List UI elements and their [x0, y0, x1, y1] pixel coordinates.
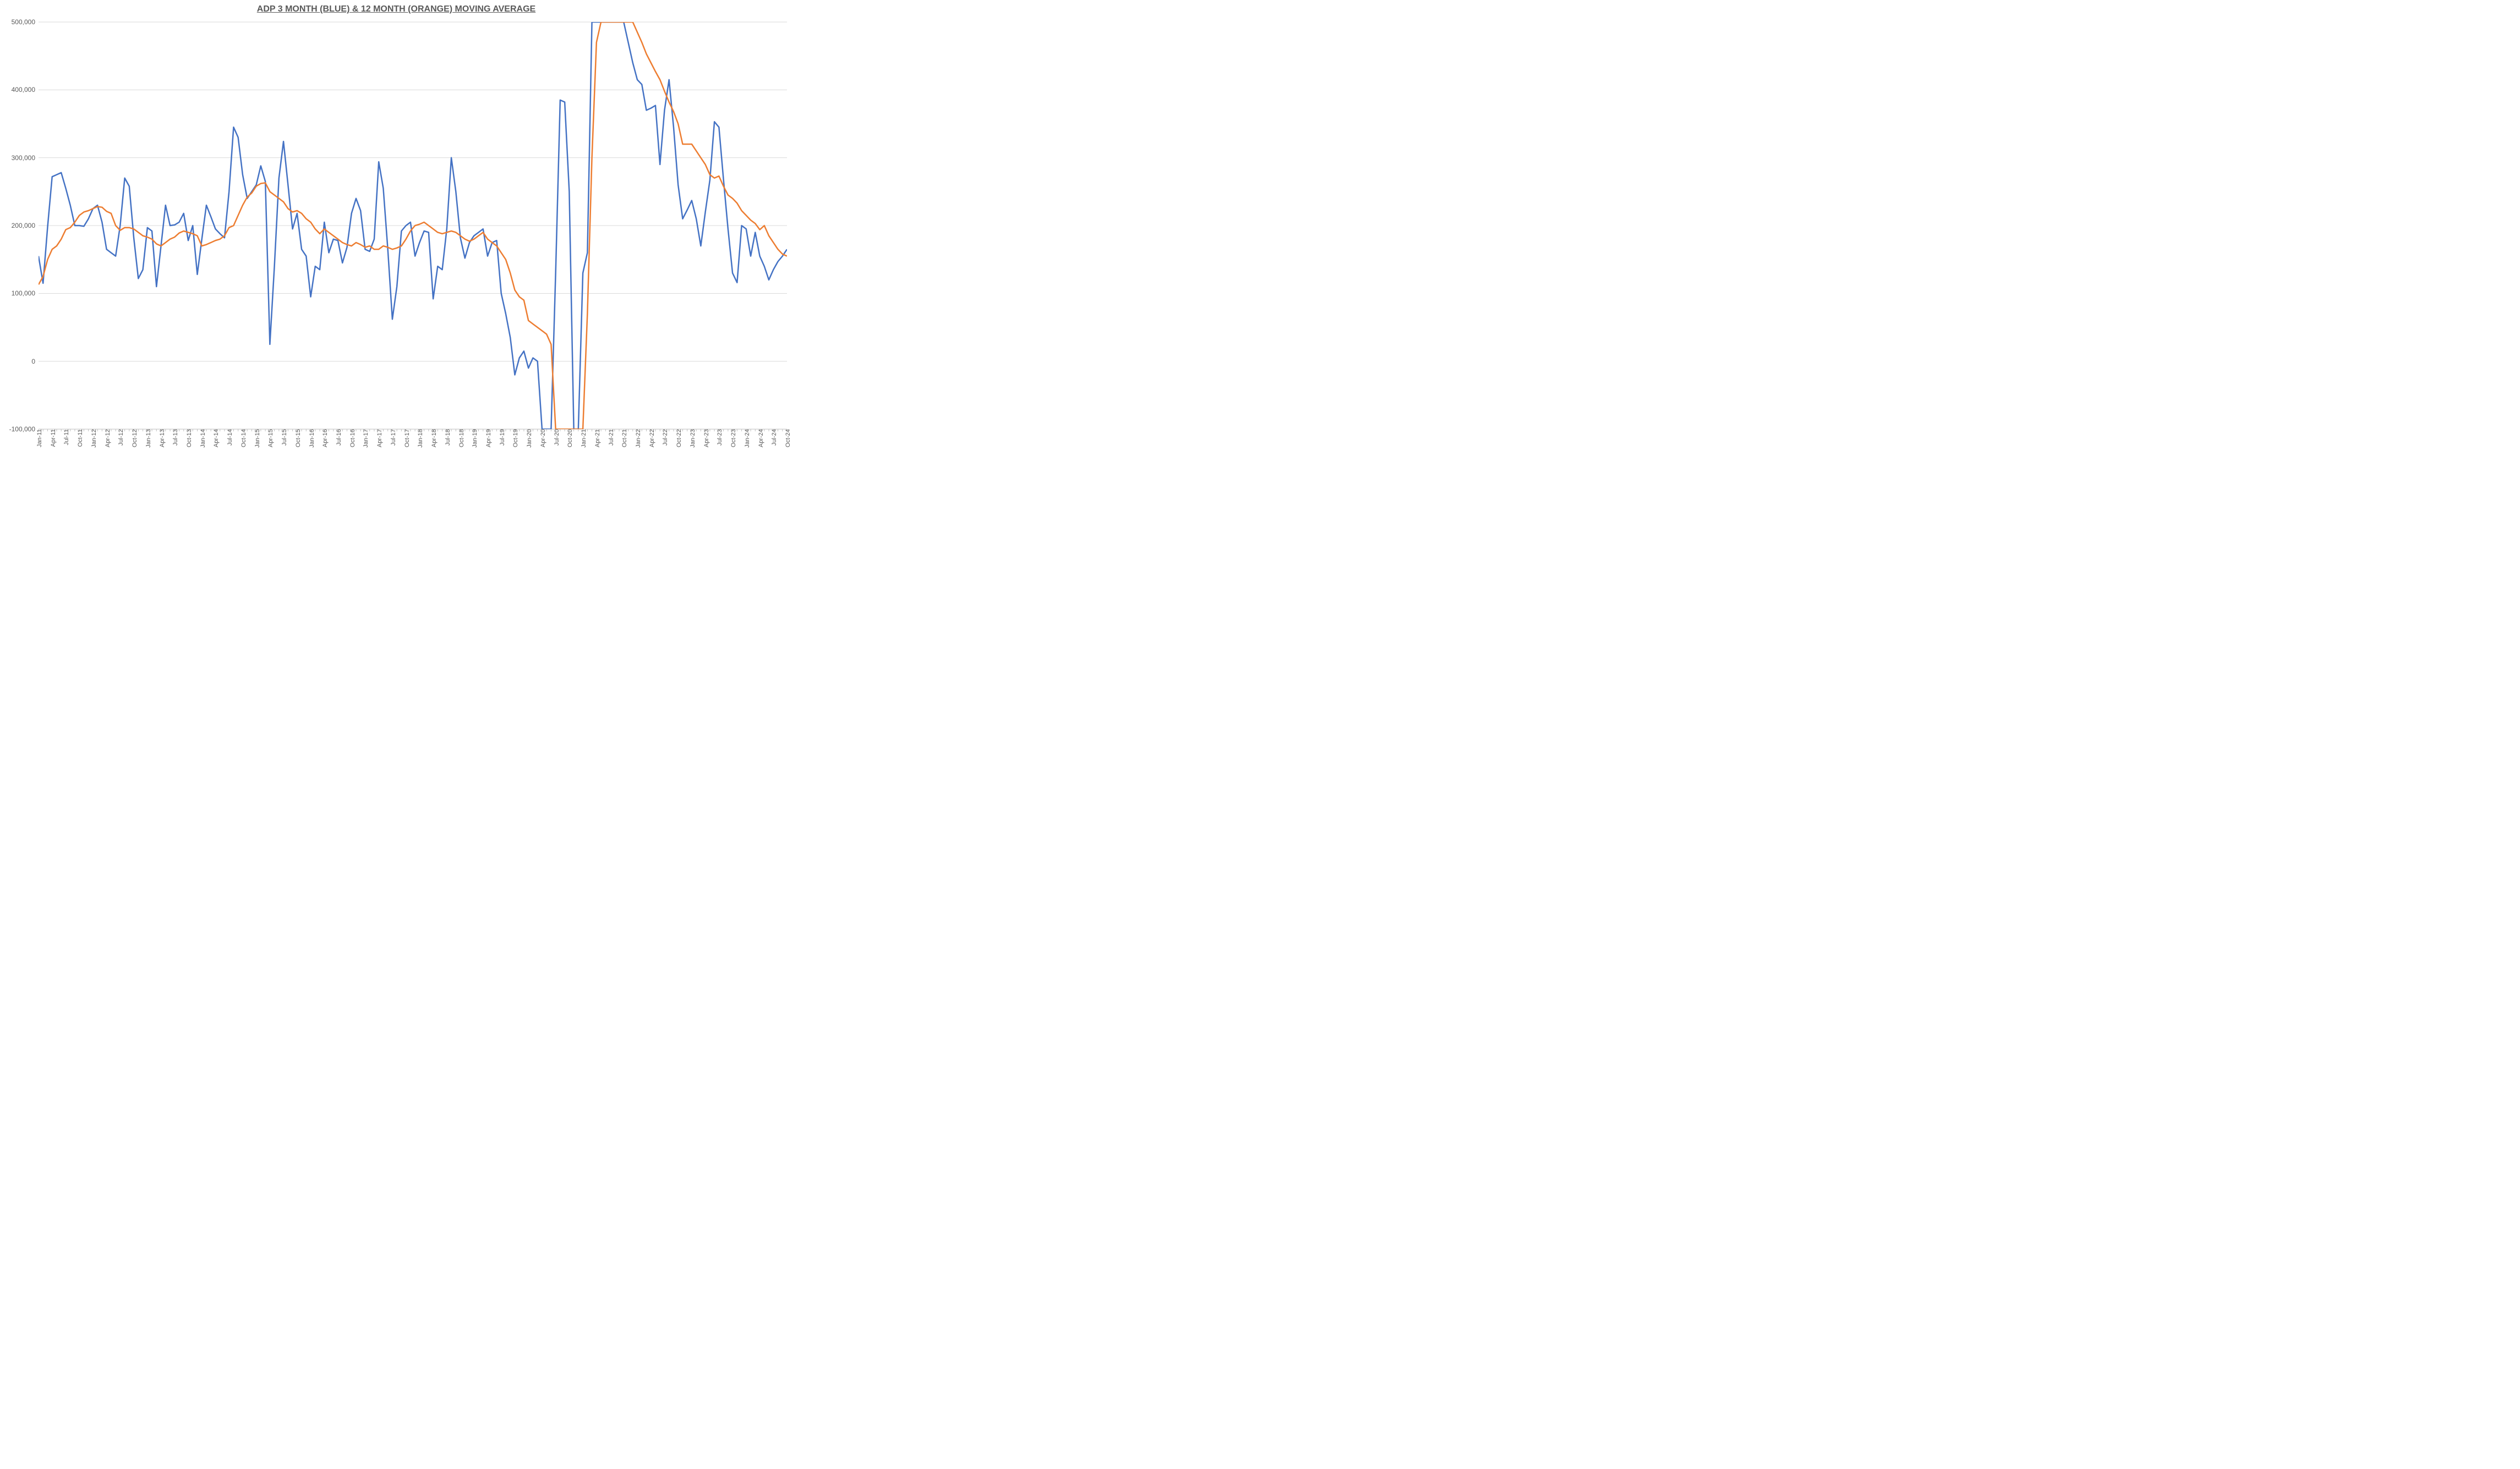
x-axis-label: Jan-12: [89, 429, 97, 448]
x-axis-label: Jan-11: [34, 429, 43, 447]
x-axis-label: Jan-24: [742, 429, 751, 448]
x-axis-label: Jul-19: [497, 429, 506, 446]
x-axis-label: Jul-17: [388, 429, 397, 446]
x-axis-label: Jan-16: [307, 429, 315, 448]
x-axis-label: Jan-15: [252, 429, 261, 448]
x-axis-label: Apr-17: [374, 429, 383, 447]
x-axis-label: Jul-24: [769, 429, 778, 446]
x-axis-label: Jan-13: [143, 429, 152, 448]
x-axis-label: Jul-11: [61, 429, 70, 445]
x-axis-label: Oct-15: [293, 429, 302, 447]
x-axis-label: Oct-20: [565, 429, 573, 447]
x-axis-label: Jul-22: [660, 429, 669, 446]
y-axis-label: 500,000: [12, 18, 39, 26]
x-axis-label: Apr-18: [429, 429, 438, 447]
x-axis-label: Oct-13: [184, 429, 193, 447]
x-axis-label: Jan-22: [633, 429, 642, 448]
y-axis-label: 100,000: [12, 289, 39, 297]
x-axis-label: Oct-14: [238, 429, 247, 447]
x-axis-label: Oct-17: [402, 429, 411, 447]
x-axis-label: Oct-12: [129, 429, 138, 447]
y-axis-label: 300,000: [12, 154, 39, 162]
x-axis-label: Apr-24: [756, 429, 764, 447]
x-axis-label: Jul-16: [334, 429, 342, 446]
x-axis-label: Jul-15: [279, 429, 288, 446]
chart-container: ADP 3 MONTH (BLUE) & 12 MONTH (ORANGE) M…: [0, 0, 792, 462]
chart-title: ADP 3 MONTH (BLUE) & 12 MONTH (ORANGE) M…: [0, 4, 792, 14]
x-axis-label: Jul-14: [225, 429, 233, 446]
x-axis-label: Jan-17: [360, 429, 369, 448]
x-axis-label: Apr-21: [592, 429, 601, 447]
y-axis-label: 0: [31, 358, 39, 365]
x-axis-label: Oct-16: [347, 429, 356, 447]
x-axis-label: Apr-12: [102, 429, 111, 447]
x-axis-label: Jul-23: [714, 429, 723, 446]
x-axis-label: Jul-18: [442, 429, 451, 446]
x-axis-label: Oct-21: [619, 429, 628, 447]
x-axis-label: Jul-20: [551, 429, 560, 446]
x-axis-label: Apr-16: [320, 429, 329, 447]
x-axis-label: Apr-14: [211, 429, 220, 447]
x-axis-label: Apr-19: [483, 429, 492, 447]
chart-svg: [39, 22, 787, 429]
x-axis-label: Apr-23: [701, 429, 710, 447]
y-axis-label: 200,000: [12, 222, 39, 229]
x-axis-label: Jul-12: [116, 429, 124, 446]
x-axis-label: Apr-13: [157, 429, 166, 447]
x-axis-label: Oct-22: [674, 429, 682, 447]
x-axis-label: Apr-22: [647, 429, 655, 447]
x-axis-label: Jan-14: [198, 429, 206, 448]
x-axis-label: Apr-20: [538, 429, 546, 447]
x-axis-label: Jul-13: [170, 429, 179, 446]
x-axis-label: Oct-24: [783, 429, 791, 447]
x-axis-label: Jul-21: [606, 429, 615, 446]
x-axis-label: Apr-15: [265, 429, 274, 447]
x-axis-label: Oct-11: [75, 429, 84, 447]
x-axis-label: Oct-23: [728, 429, 737, 447]
x-axis-label: Jan-20: [524, 429, 533, 448]
x-axis-label: Jan-21: [578, 429, 587, 448]
x-axis-label: Apr-11: [48, 429, 57, 447]
x-axis-label: Oct-18: [456, 429, 465, 447]
x-axis-label: Jan-23: [687, 429, 696, 448]
plot-area: -100,0000100,000200,000300,000400,000500…: [39, 22, 787, 429]
x-axis-label: Jan-19: [469, 429, 478, 448]
x-axis-label: Jan-18: [415, 429, 424, 448]
x-axis-label: Oct-19: [510, 429, 519, 447]
y-axis-label: 400,000: [12, 86, 39, 94]
